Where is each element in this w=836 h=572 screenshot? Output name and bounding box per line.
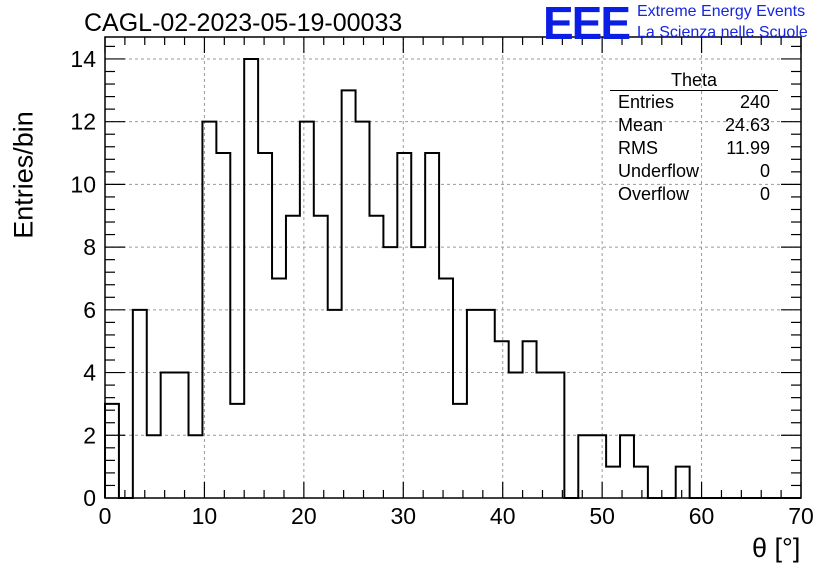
histogram-bin (676, 467, 690, 498)
x-tick-label: 40 (490, 503, 516, 529)
x-tick-label: 50 (589, 503, 615, 529)
stats-row-underflow: Underflow 0 (610, 160, 778, 183)
stats-value: 11.99 (726, 138, 770, 158)
chart-title: CAGL-02-2023-05-19-00033 (84, 9, 403, 37)
histogram-bin (189, 435, 203, 498)
histogram-bin (606, 467, 620, 498)
histogram-bin (216, 153, 230, 498)
histogram-bin (328, 310, 342, 498)
x-tick-label: 70 (788, 503, 814, 529)
y-tick-label: 0 (83, 485, 96, 511)
histogram-bin (147, 435, 161, 498)
histogram-bin (342, 90, 356, 498)
histogram-bin (397, 153, 411, 498)
stats-row-entries: Entries 240 (610, 91, 778, 114)
logo-text-line1: Extreme Energy Events (637, 3, 806, 20)
histogram-bin (272, 278, 286, 498)
stats-row-mean: Mean 24.63 (610, 114, 778, 137)
x-tick-label: 20 (291, 503, 317, 529)
stats-value: 0 (759, 161, 770, 181)
x-tick-label: 30 (390, 503, 416, 529)
y-tick-label: 10 (70, 171, 96, 197)
histogram-bin (439, 278, 453, 498)
histogram-outline (104, 57, 801, 499)
histogram-bin (258, 153, 272, 498)
y-tick-label: 2 (83, 422, 96, 448)
stats-label: Overflow (618, 184, 690, 204)
histogram-bin (175, 373, 189, 498)
histogram-bin (634, 467, 648, 498)
stats-value: 0 (759, 184, 770, 204)
y-tick-label: 14 (70, 46, 96, 72)
histogram-bin (105, 404, 119, 498)
x-tick-label: 0 (99, 503, 112, 529)
stats-title: Theta (610, 70, 778, 91)
histogram-bin (244, 59, 258, 498)
plot-frame (104, 36, 802, 499)
stats-row-overflow: Overflow 0 (610, 183, 778, 206)
histogram-bin (481, 310, 495, 498)
x-tick-label: 10 (192, 503, 218, 529)
stats-row-rms: RMS 11.99 (610, 137, 778, 160)
y-tick-label: 6 (83, 297, 96, 323)
histogram-bin (230, 404, 244, 498)
y-axis-label-box: Entries/bin (6, 110, 42, 240)
x-tick-label: 60 (689, 503, 715, 529)
eee-logo: EEE (543, 0, 631, 49)
histogram-bin (495, 341, 509, 498)
histogram-bin (523, 341, 537, 498)
stats-value: 240 (739, 92, 770, 112)
tick-marks (104, 37, 802, 499)
stats-box: Theta Entries 240 Mean 24.63 RMS 11.99 U… (610, 70, 778, 206)
tick-labels: 0 10 20 30 40 50 60 70 0 2 4 6 8 10 12 14 (70, 46, 813, 529)
x-axis-label: θ [°] (752, 533, 801, 563)
histogram-bin (133, 310, 147, 498)
y-tick-label: 8 (83, 234, 96, 260)
histogram-bin (453, 404, 467, 498)
y-tick-label: 4 (83, 360, 96, 386)
histogram-bin (467, 310, 481, 498)
histogram-bin (578, 435, 592, 498)
stats-value: 24.63 (724, 115, 770, 135)
histogram-bin (592, 435, 606, 498)
stats-label: Entries (618, 92, 675, 112)
histogram-bin (314, 216, 328, 498)
histogram-bin (425, 153, 439, 498)
axes (104, 36, 802, 499)
y-tick-label: 12 (70, 109, 96, 135)
stats-label: RMS (618, 138, 658, 158)
histogram-bin (286, 216, 300, 498)
stats-label: Mean (618, 115, 664, 135)
histogram-bin (620, 435, 634, 498)
histogram-bin (369, 216, 383, 498)
logo-text-line2: La Scienza nelle Scuole (637, 24, 808, 41)
stats-label: Underflow (618, 161, 700, 181)
y-axis-label: Entries/bin (8, 111, 39, 239)
